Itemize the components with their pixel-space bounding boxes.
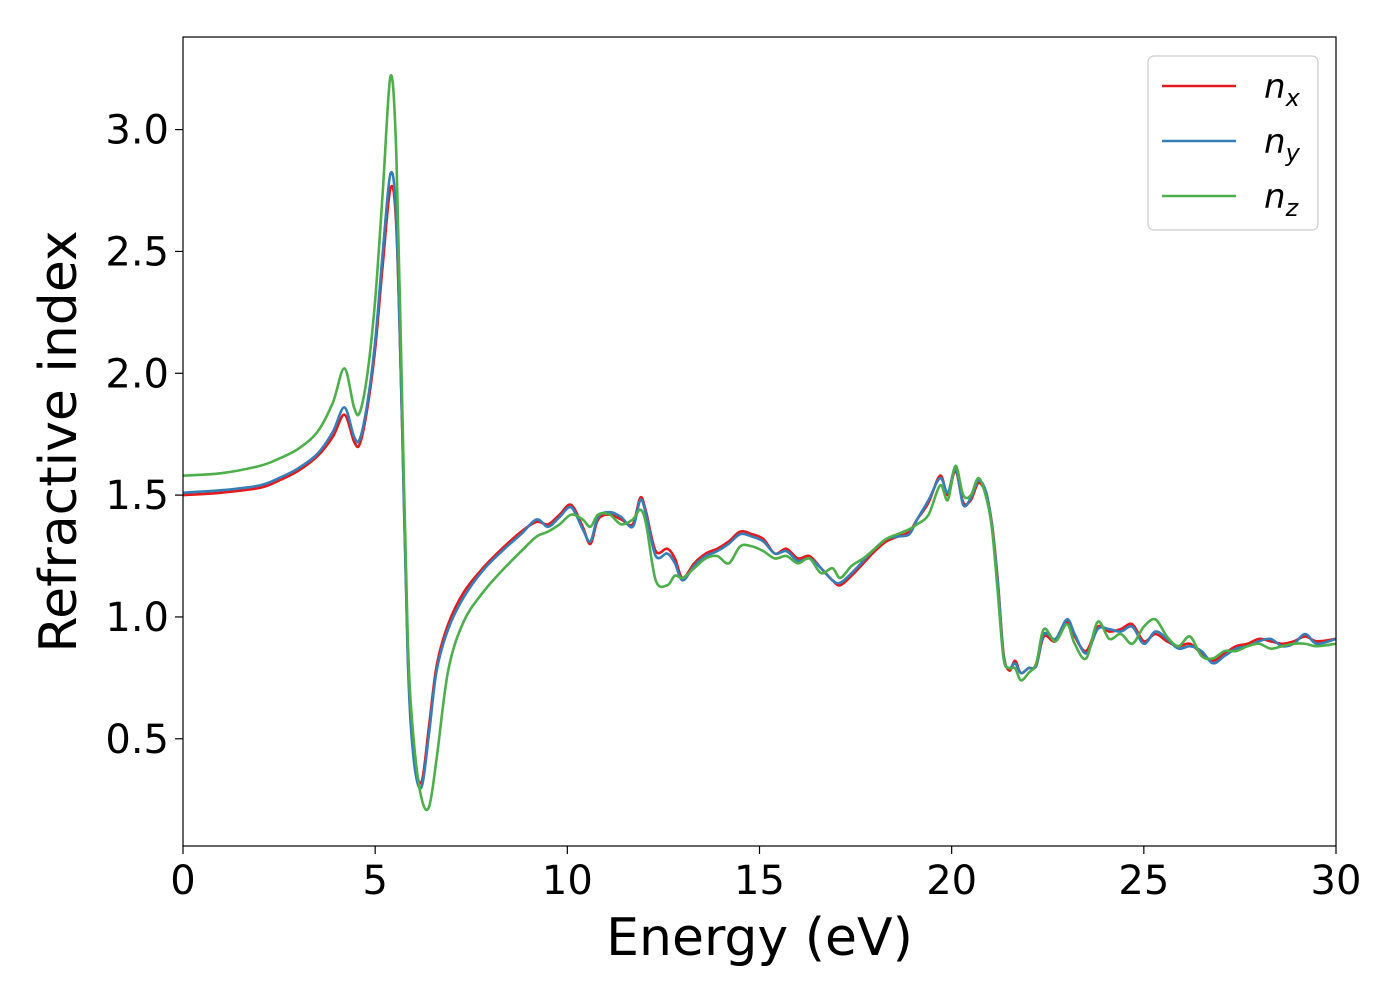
legend-box xyxy=(1147,55,1319,231)
y-tick-label: 2.0 xyxy=(105,351,169,397)
y-tick-label: 0.5 xyxy=(105,717,169,763)
y-axis-title: Refractive index xyxy=(29,230,89,652)
y-tick-label: 1.0 xyxy=(105,595,169,641)
series-line-y xyxy=(183,170,1336,790)
y-tick-label: 3.0 xyxy=(105,108,169,154)
y-tick-label: 1.5 xyxy=(105,473,169,519)
ticks-layer: 0 5 10 15 20 25 30 0.5 1.0 1.5 2.0 2.5 3.0 xyxy=(105,108,1361,904)
x-tick-label: 30 xyxy=(1311,858,1362,904)
legend-label-y: ny xyxy=(1264,122,1301,167)
series-line-x xyxy=(183,184,1336,785)
x-tick-label: 5 xyxy=(362,858,387,904)
x-tick-label: 10 xyxy=(542,858,593,904)
x-tick-label: 15 xyxy=(734,858,785,904)
legend-label-x: nx xyxy=(1264,67,1301,112)
x-tick-label: 0 xyxy=(170,858,195,904)
legend: nx ny nz xyxy=(1147,55,1319,231)
series-layer xyxy=(183,73,1336,812)
legend-label-z: nz xyxy=(1264,177,1300,222)
series-line-z xyxy=(183,73,1336,812)
x-axis-title: Energy (eV) xyxy=(606,908,913,968)
x-tick-label: 25 xyxy=(1118,858,1169,904)
y-tick-label: 2.5 xyxy=(105,229,169,275)
x-tick-label: 20 xyxy=(926,858,977,904)
